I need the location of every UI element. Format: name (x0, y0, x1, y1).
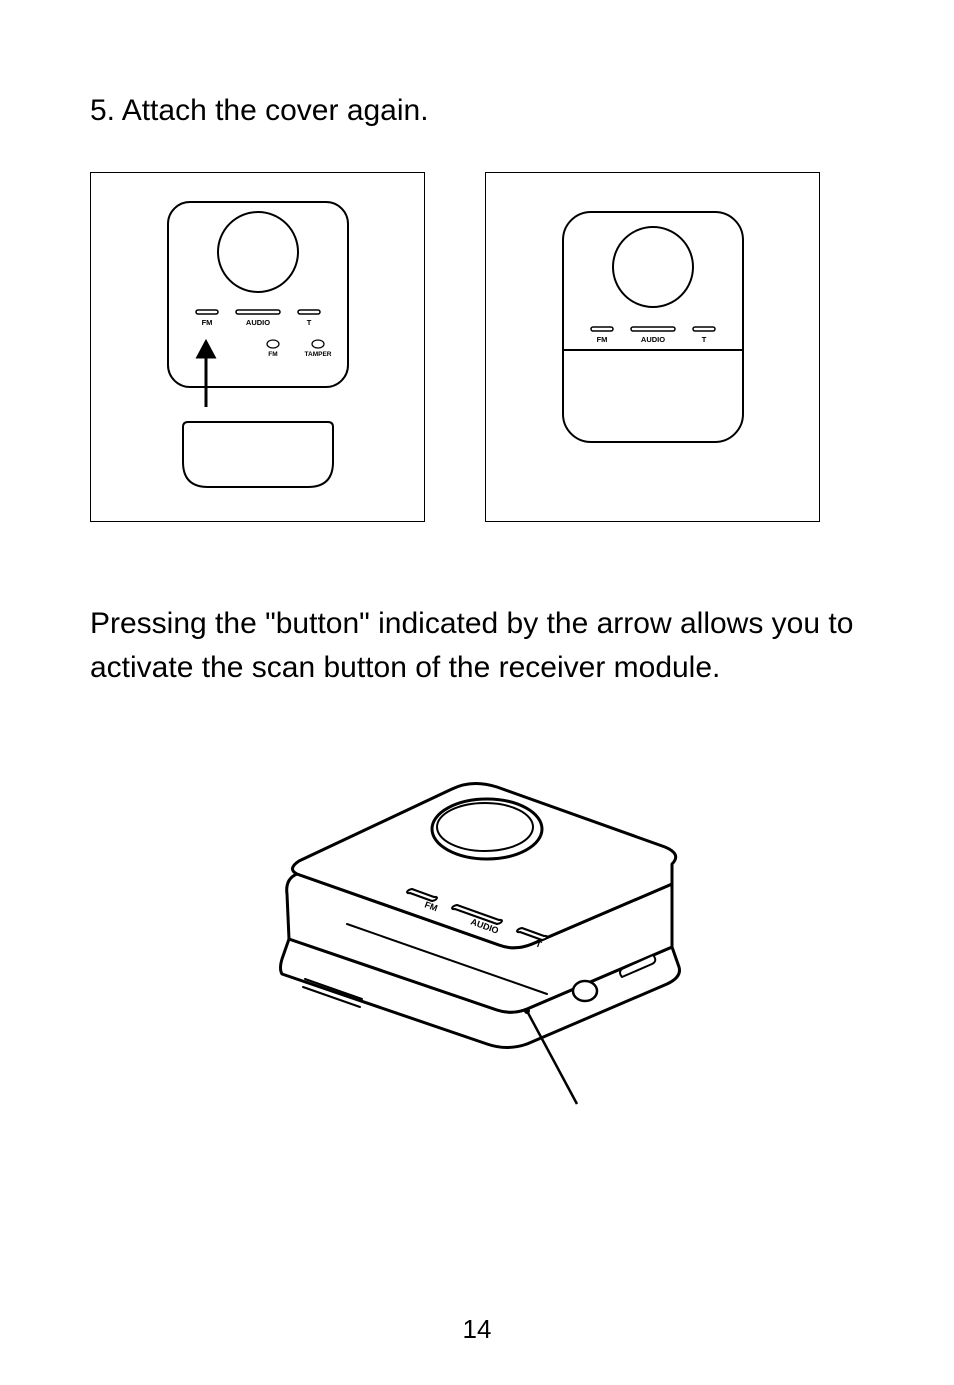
figure-3d: FM AUDIO T (90, 729, 864, 1109)
label-fm-btn: FM (268, 351, 277, 358)
label-audio-2: AUDIO (640, 335, 664, 344)
label-tamper: TAMPER (304, 351, 331, 358)
label-audio: AUDIO (245, 318, 269, 327)
figure-left: FM AUDIO T FM TAMPER (90, 172, 425, 522)
label-fm-2: FM (596, 335, 607, 344)
figure-right: FM AUDIO T (485, 172, 820, 522)
arrow-up-icon (198, 342, 214, 407)
step-heading: 5. Attach the cover again. (90, 90, 864, 132)
diagram-cover-off: FM AUDIO T FM TAMPER (128, 192, 388, 502)
label-t-2: T (701, 335, 706, 344)
page-number: 14 (0, 1314, 954, 1345)
diagram-assembled: FM AUDIO T (523, 192, 783, 502)
figure-row: FM AUDIO T FM TAMPER (90, 172, 864, 522)
body-paragraph: Pressing the "button" indicated by the a… (90, 602, 864, 689)
label-fm: FM (201, 318, 212, 327)
diagram-3d: FM AUDIO T (227, 729, 727, 1109)
label-t: T (306, 318, 311, 327)
manual-page: 5. Attach the cover again. (0, 0, 954, 1385)
